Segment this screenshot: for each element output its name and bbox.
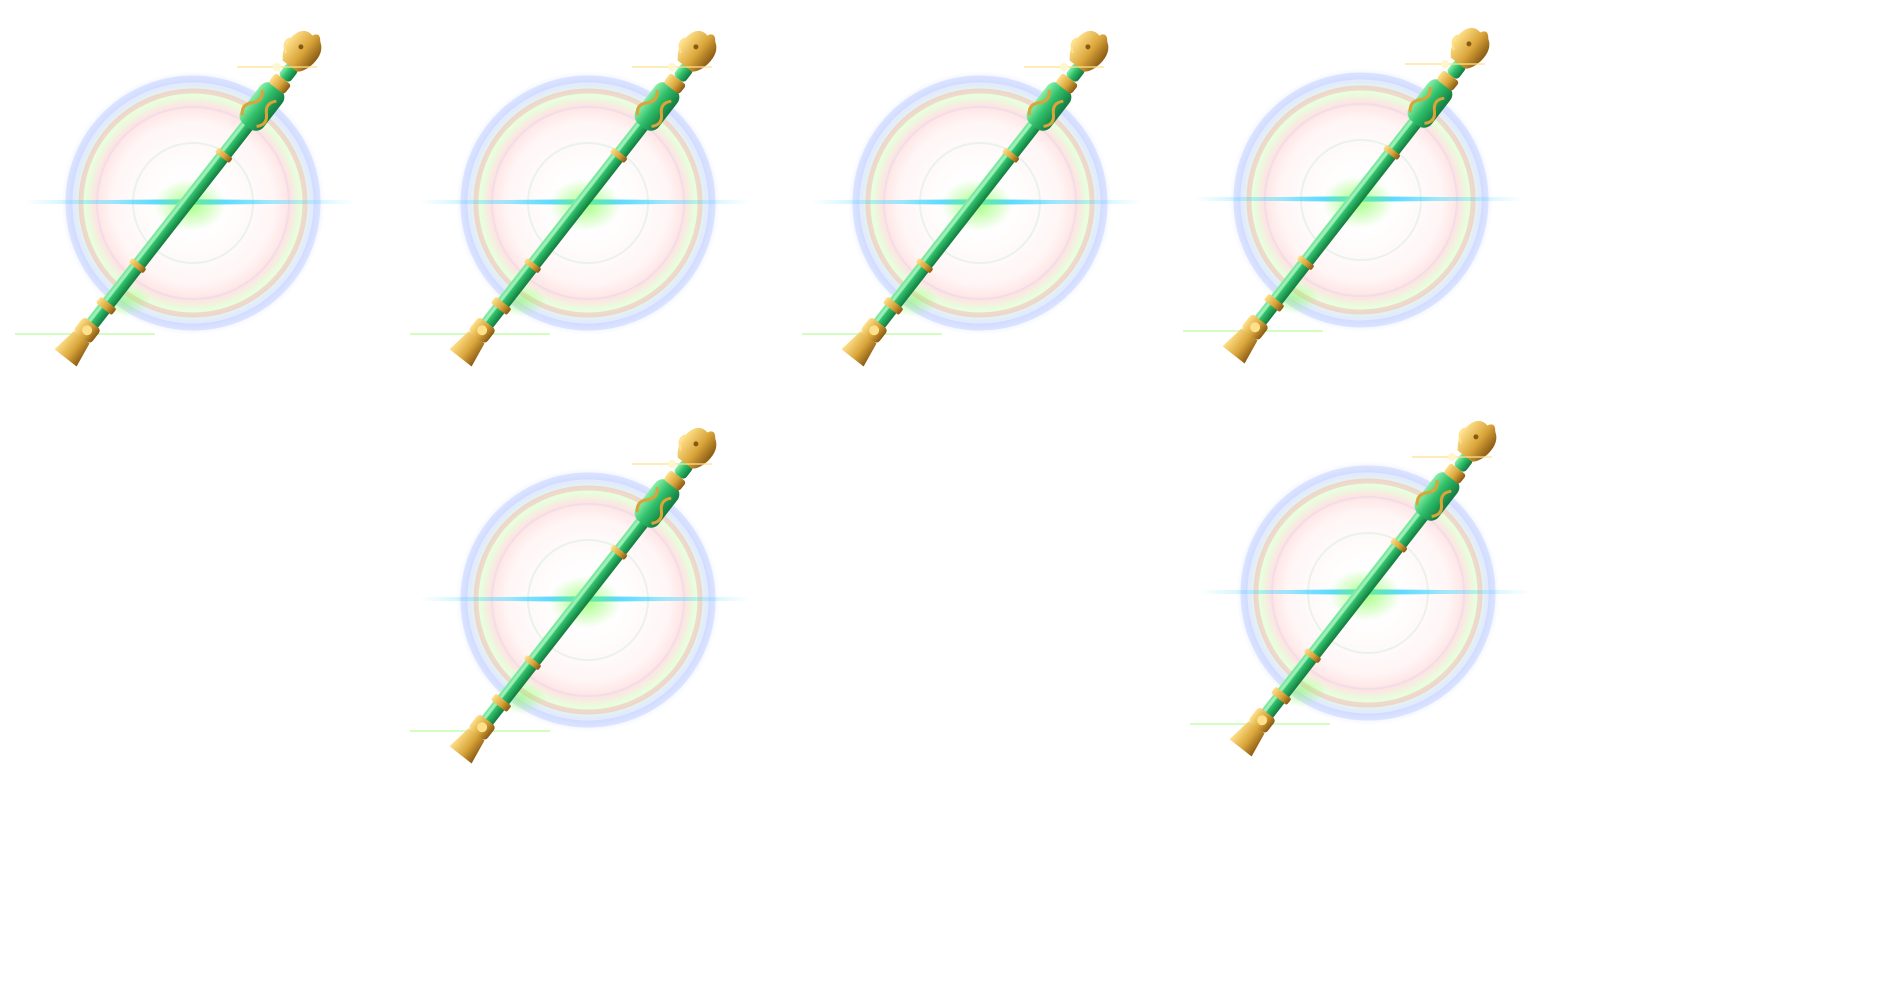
jade-dragon-staff-icon xyxy=(15,30,355,367)
jade-dragon-staff-icon xyxy=(1183,27,1523,364)
sprite-frame-1 xyxy=(0,15,455,475)
sprite-frame-3 xyxy=(782,15,1242,475)
jade-dragon-staff-icon xyxy=(1190,420,1530,757)
sprite-frame-2 xyxy=(390,15,850,475)
jade-dragon-staff-icon xyxy=(410,30,750,367)
sprite-frame-8 xyxy=(1170,405,1630,865)
jade-dragon-staff-icon xyxy=(802,30,1142,367)
sprite-frame-4 xyxy=(1163,12,1623,472)
jade-dragon-staff-icon xyxy=(410,427,750,764)
sprite-frame-6 xyxy=(390,412,850,872)
